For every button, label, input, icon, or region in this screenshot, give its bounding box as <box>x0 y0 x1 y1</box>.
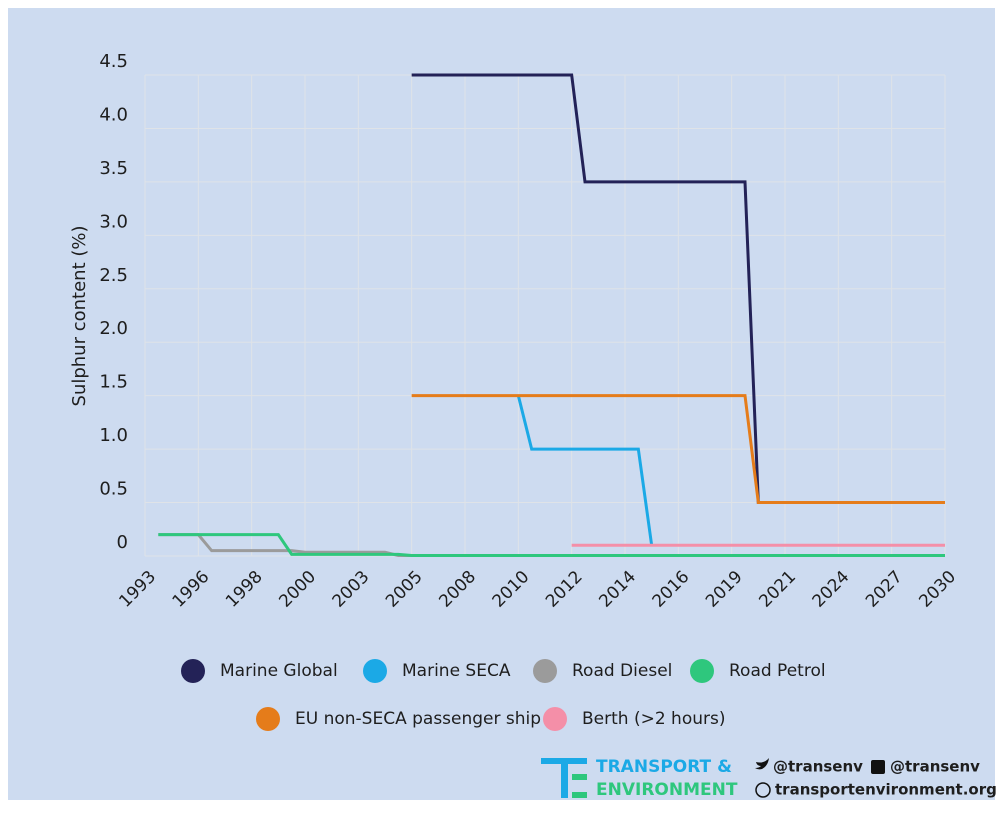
y-tick-label: 4.5 <box>99 51 128 72</box>
legend-swatch <box>533 659 557 683</box>
y-tick-label: 4.0 <box>99 104 128 125</box>
y-tick-label: 3.5 <box>99 158 128 179</box>
y-tick-label: 1.0 <box>99 425 128 446</box>
legend-label: Berth (>2 hours) <box>582 709 725 729</box>
legend-swatch <box>543 707 567 731</box>
website: transportenvironment.org <box>775 781 997 799</box>
legend-label: Marine Global <box>220 661 338 681</box>
series-line <box>411 394 945 505</box>
legend-label: Road Petrol <box>729 661 826 681</box>
legend-swatch <box>256 707 280 731</box>
facebook-icon <box>871 760 885 774</box>
legend-label: EU non-SECA passenger ship <box>295 709 541 729</box>
series-line <box>158 533 945 557</box>
y-tick-label: 0.5 <box>99 479 128 500</box>
brand-line1: TRANSPORT & <box>596 757 732 777</box>
y-tick-label: 1.5 <box>99 372 128 393</box>
twitter-icon <box>755 758 769 770</box>
web-icon <box>755 782 771 798</box>
series-line <box>516 395 654 546</box>
legend-swatch <box>690 659 714 683</box>
legend-swatch <box>363 659 387 683</box>
y-axis-label: Sulphur content (%) <box>69 226 90 407</box>
y-tick-label: 0 <box>117 532 128 553</box>
background <box>8 8 995 800</box>
y-tick-label: 2.0 <box>99 318 128 339</box>
legend-label: Road Diesel <box>572 661 672 681</box>
legend-swatch <box>181 659 205 683</box>
twitter-handle: @transenv <box>773 758 863 776</box>
y-tick-label: 3.0 <box>99 211 128 232</box>
y-tick-label: 2.5 <box>99 265 128 286</box>
brand-line2: ENVIRONMENT <box>596 780 738 800</box>
logo <box>541 758 587 798</box>
facebook-handle: @transenv <box>890 758 980 776</box>
legend-label: Marine SECA <box>402 661 511 681</box>
